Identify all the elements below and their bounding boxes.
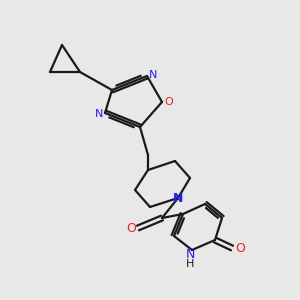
Text: O: O — [126, 221, 136, 235]
Text: H: H — [186, 259, 194, 269]
Text: O: O — [165, 97, 173, 107]
Text: N: N — [173, 193, 183, 206]
Text: N: N — [95, 109, 103, 119]
Text: O: O — [235, 242, 245, 254]
Text: N: N — [149, 70, 157, 80]
Text: N: N — [185, 248, 195, 262]
